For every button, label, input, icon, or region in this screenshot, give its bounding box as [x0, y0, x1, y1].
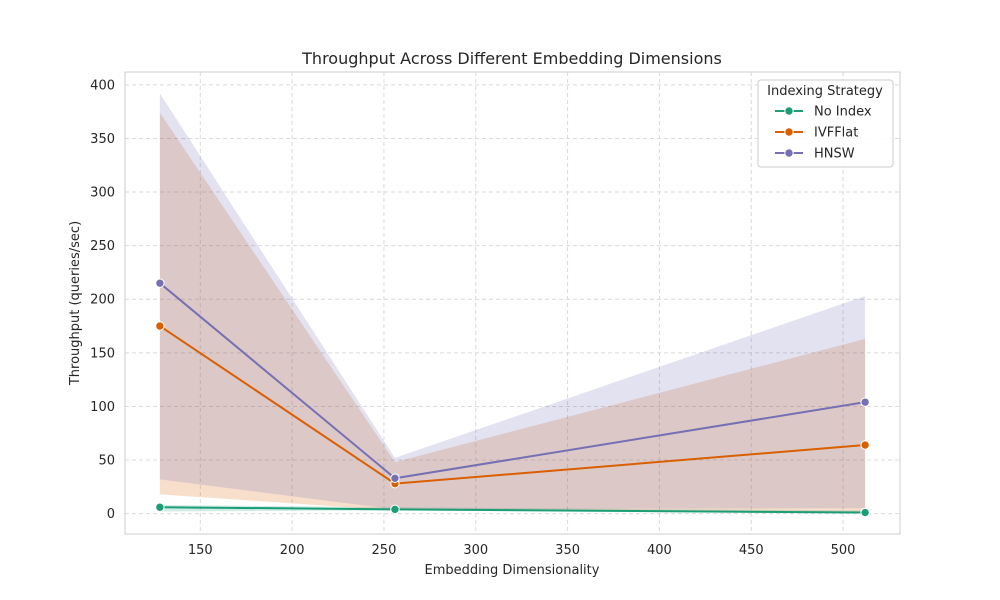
- x-axis-ticks: 150 200 250 300 350 400 450 500: [188, 543, 856, 558]
- x-tick-label: 500: [831, 543, 856, 558]
- x-tick-label: 350: [555, 543, 580, 558]
- x-tick-label: 200: [280, 543, 305, 558]
- legend-items: No Index IVFFlat HNSW: [775, 105, 872, 162]
- legend-title: Indexing Strategy: [767, 84, 883, 99]
- x-tick-label: 450: [739, 543, 764, 558]
- x-tick-label: 250: [372, 543, 397, 558]
- legend-label-hnsw: HNSW: [814, 147, 855, 162]
- point-no-index: [860, 507, 870, 518]
- legend-label-no-index: No Index: [814, 105, 872, 120]
- y-tick-label: 50: [98, 454, 115, 469]
- point-hnsw: [860, 397, 870, 407]
- y-tick-label: 200: [90, 293, 115, 308]
- y-axis-ticks: 0 50 100 150 200 250 300 350 400: [90, 78, 115, 522]
- y-tick-label: 150: [90, 346, 115, 361]
- y-tick-label: 400: [90, 78, 115, 93]
- ci-band-ivfflat: [159, 112, 866, 512]
- legend: Indexing Strategy No Index IVFFlat HNSW: [757, 79, 894, 168]
- legend-marker-ivfflat: [784, 127, 794, 137]
- y-tick-label: 250: [90, 239, 115, 254]
- y-tick-label: 100: [90, 400, 115, 415]
- y-tick-label: 300: [90, 186, 115, 201]
- point-no-index: [390, 504, 400, 515]
- point-no-index: [155, 502, 165, 512]
- legend-marker-no-index: [784, 106, 794, 116]
- x-tick-label: 150: [188, 543, 213, 558]
- point-hnsw: [390, 473, 400, 483]
- y-axis-label: Throughput (queries/sec): [68, 221, 83, 386]
- x-tick-label: 300: [463, 543, 488, 558]
- x-tick-label: 400: [647, 543, 672, 558]
- legend-box: [757, 79, 894, 168]
- point-hnsw: [155, 278, 165, 288]
- legend-marker-hnsw: [784, 148, 794, 158]
- y-tick-label: 0: [107, 507, 115, 522]
- ci-band-hnsw: [159, 93, 866, 510]
- point-ivfflat: [155, 321, 165, 331]
- chart-title: Throughput Across Different Embedding Di…: [301, 49, 722, 68]
- legend-label-ivfflat: IVFFlat: [814, 126, 858, 141]
- series-markers: [155, 278, 870, 518]
- x-axis-label: Embedding Dimensionality: [425, 563, 600, 578]
- y-tick-label: 350: [90, 132, 115, 147]
- point-ivfflat: [860, 440, 870, 450]
